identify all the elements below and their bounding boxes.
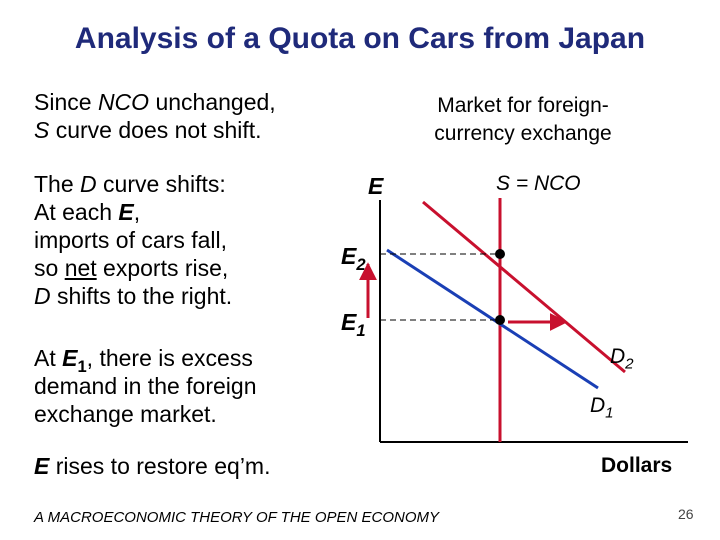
e1-label: E1 bbox=[341, 309, 366, 340]
equilibrium-point-e1 bbox=[495, 315, 505, 325]
text-block-excess-demand: At E1, there is excess demand in the for… bbox=[34, 345, 257, 427]
slide-title: Analysis of a Quota on Cars from Japan bbox=[74, 22, 646, 55]
market-label: Market for foreign- currency exchange bbox=[434, 94, 612, 145]
text-block-restore: E rises to restore eq’m. bbox=[34, 453, 271, 479]
demand-curve-d2 bbox=[422, 200, 626, 374]
text-block-nco: Since NCO unchanged, S curve does not sh… bbox=[34, 89, 276, 143]
y-axis-label: E bbox=[368, 173, 384, 199]
demand-curve-d1 bbox=[386, 248, 599, 390]
equilibrium-point-e2 bbox=[495, 249, 505, 259]
page-number: 26 bbox=[678, 506, 694, 522]
d1-label: D1 bbox=[590, 394, 614, 422]
e2-label: E2 bbox=[341, 243, 366, 274]
d2-label: D2 bbox=[610, 345, 634, 373]
text-block-d-shift: The D curve shifts: At each E, imports o… bbox=[34, 171, 233, 309]
footer-text: A MACROECONOMIC THEORY OF THE OPEN ECONO… bbox=[34, 509, 440, 526]
supply-label: S = NCO bbox=[496, 172, 581, 195]
x-axis-label: Dollars bbox=[601, 454, 673, 477]
